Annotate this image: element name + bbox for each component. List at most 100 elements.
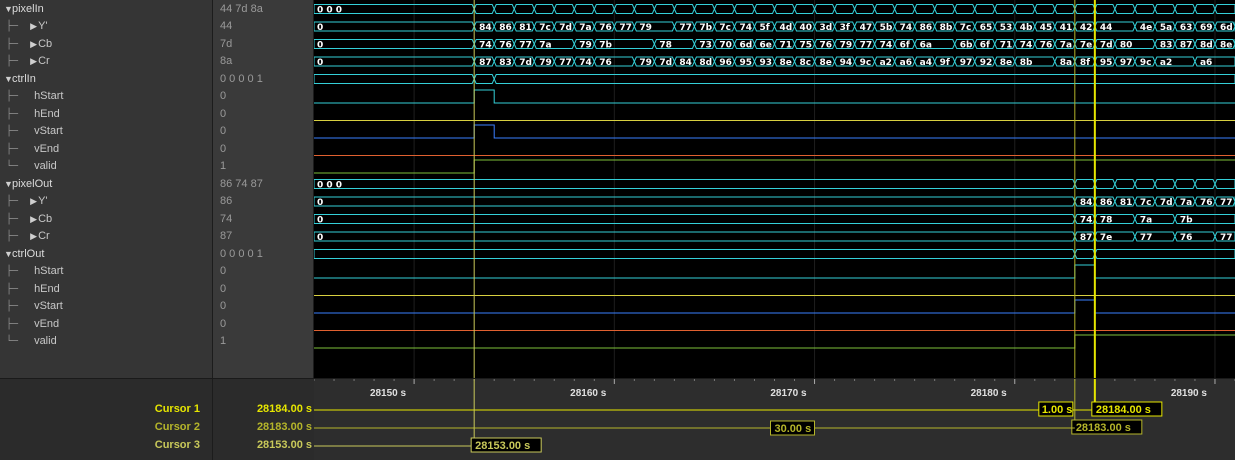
pixelin-y-bus-value-label: 86	[920, 23, 933, 33]
pixelout-bus-value-label: 0 0 0	[317, 181, 342, 191]
signal-row-cb[interactable]: ├─ ▶Cb	[6, 211, 52, 228]
pixelout-y-bus-value-label: 0	[317, 198, 323, 208]
signal-value: 0	[220, 317, 227, 330]
signal-name: vEnd	[34, 317, 60, 330]
signal-row-pixelout[interactable]: ▼pixelOut	[4, 176, 52, 193]
expand-triangle-icon[interactable]: ▶	[30, 196, 37, 206]
signal-name: Cr	[38, 55, 50, 67]
signal-row-vstart[interactable]: ├─ vStart	[6, 123, 63, 140]
expand-triangle-icon[interactable]: ▶	[30, 231, 37, 241]
pixelin-cb-bus-segment	[1214, 39, 1235, 49]
pixelin-cr-bus-value-label: 87	[479, 58, 492, 68]
signal-row-cb[interactable]: ├─ ▶Cb	[6, 36, 52, 53]
pixelin-y-bus-value-label: 5b	[880, 23, 893, 33]
pixelin-bus-value-label: 0 0 0	[317, 6, 342, 16]
signal-value: 0	[220, 107, 227, 120]
pixelin-cr-bus-value-label: 96	[719, 58, 732, 68]
pixelin-cr-bus-value-label: 0	[317, 58, 323, 68]
pixelout-cr-bus-value-label: 77	[1220, 233, 1233, 243]
ctrlin-vstart-wave	[314, 124, 1235, 139]
cursor-flag-label: 28183.00 s	[1076, 422, 1131, 434]
pixelin-cr-bus-value-label: 95	[1100, 58, 1113, 68]
ctrlin-bus-segment	[493, 74, 1235, 84]
signal-name: Cb	[38, 37, 53, 50]
cursor-delta-label: 30.00 s	[775, 423, 812, 435]
waveform-canvas[interactable]: 0 0 0 0 84 86 81 7c 7d 7a 76 77 79 77 7b 7c 74 5f 4d 40 3d…	[314, 0, 1235, 460]
cursor-label[interactable]: Cursor 2	[154, 421, 200, 433]
pixelout-cr-bus-value-label: 87	[1080, 233, 1093, 243]
pixelin-cb-bus-value-label: 71	[780, 41, 793, 51]
pixelout-cb-bus-value-label: 78	[1100, 216, 1113, 226]
ctrlin-hstart-wave	[314, 89, 1235, 104]
cursor-delta-box	[1038, 401, 1074, 417]
pixelin-cr-bus-value-label: 9c	[1140, 58, 1152, 68]
pixelin-cr-bus-value-label: 9c	[860, 58, 872, 68]
signal-row-cr[interactable]: ├─ ▶Cr	[6, 53, 50, 70]
pixelout-y-bus-value-label: 86	[1100, 198, 1113, 208]
pixelin-cb-bus-value-label: 75	[800, 41, 813, 51]
pixelin-y-bus-value-label: 4d	[780, 23, 793, 33]
expand-triangle-icon[interactable]: ▶	[30, 213, 37, 224]
cursor-label[interactable]: Cursor 3	[154, 439, 200, 451]
collapse-triangle-icon[interactable]: ▼	[4, 3, 13, 14]
pixelout-y-bus-value-label: 84	[1080, 198, 1093, 208]
tree-line-icon: ├─	[6, 266, 25, 277]
pixelin-cr-bus-value-label: 7d	[519, 58, 532, 68]
signal-value: 0	[220, 125, 227, 137]
signal-row-valid[interactable]: └─ valid	[6, 158, 57, 175]
pixelin-cb-bus-value-label: 7a	[1060, 41, 1072, 51]
expand-triangle-icon[interactable]: ▶	[30, 21, 37, 31]
cursor-time-value: 28153.00 s	[256, 439, 312, 451]
pixelin-y-bus-value-label: 8b	[940, 23, 953, 33]
axis-tick-label: 28150 s	[370, 388, 407, 399]
signal-name: hStart	[34, 265, 64, 277]
collapse-triangle-icon[interactable]: ▼	[4, 178, 13, 189]
signal-row-y-[interactable]: ├─ ▶Y'	[6, 193, 48, 210]
pixelin-y-bus-value-label: 3f	[840, 23, 850, 33]
signal-row-y-[interactable]: ├─ ▶Y'	[6, 18, 48, 35]
signal-row-hend[interactable]: ├─ hEnd	[6, 106, 60, 123]
signal-row-ctrlin[interactable]: ▼ctrlIn	[4, 71, 36, 88]
signal-row-hend[interactable]: ├─ hEnd	[6, 281, 60, 298]
signal-row-ctrlout[interactable]: ▼ctrlOut	[4, 246, 44, 263]
collapse-triangle-icon[interactable]: ▼	[4, 73, 13, 84]
signal-row-valid[interactable]: └─ valid	[6, 333, 57, 350]
panel-divider[interactable]	[212, 0, 213, 460]
pixelout-y-bus-segment	[1214, 196, 1235, 207]
cursor-label[interactable]: Cursor 1	[154, 403, 200, 415]
signal-row-hstart[interactable]: ├─ hStart	[6, 263, 63, 280]
pixelin-cb-bus-value-label: 74	[880, 41, 893, 51]
pixelin-cb-bus-value-label: 74	[479, 41, 492, 51]
pixelin-cr-bus-value-label: a4	[920, 58, 932, 68]
signal-row-vend[interactable]: ├─ vEnd	[6, 141, 59, 158]
tree-line-icon: ├─	[6, 196, 25, 207]
pixelin-cr-bus-value-label: 94	[840, 58, 853, 68]
pixelout-cr-bus-value-label: 76	[1180, 233, 1193, 243]
pixelin-cb-bus-value-label: 79	[840, 41, 853, 51]
tree-line-icon: ├─	[6, 213, 25, 225]
signal-values-panel: 44 7d 8a 44 7d 8a 0 0 0 0 1 0 0 0 0 1 86 74 87 86 74…	[212, 0, 313, 378]
signal-value: 0	[220, 90, 227, 102]
expand-triangle-icon[interactable]: ▶	[30, 56, 37, 66]
pixelin-y-bus-segment	[1214, 21, 1235, 32]
cursor-delta-label: 1.00 s	[1042, 404, 1073, 416]
ctrlout-vstart-wave	[314, 299, 1235, 314]
pixelin-y-bus-value-label: 86	[499, 23, 512, 33]
signal-row-vstart[interactable]: ├─ vStart	[6, 298, 63, 315]
signal-row-hstart[interactable]: ├─ hStart	[6, 88, 63, 105]
expand-triangle-icon[interactable]: ▶	[30, 38, 37, 49]
tree-line-icon: ├─	[6, 143, 25, 155]
pixelin-cb-bus-value-label: 7b	[599, 41, 612, 51]
axis-tick-label: 28170 s	[770, 388, 807, 399]
pixelin-y-bus-value-label: 69	[1200, 23, 1213, 33]
collapse-triangle-icon[interactable]: ▼	[4, 248, 13, 259]
pixelout-cr-bus-value-label: 77	[1140, 233, 1153, 243]
pixelin-y-bus-value-label: 45	[1040, 23, 1053, 33]
signal-name: Y'	[38, 195, 48, 207]
signal-row-vend[interactable]: ├─ vEnd	[6, 316, 59, 333]
pixelin-cr-bus-value-label: 8e	[820, 58, 832, 68]
signal-row-cr[interactable]: ├─ ▶Cr	[6, 228, 50, 245]
tree-line-icon: ├─	[6, 56, 25, 67]
signal-row-pixelin[interactable]: ▼pixelIn	[4, 1, 44, 18]
